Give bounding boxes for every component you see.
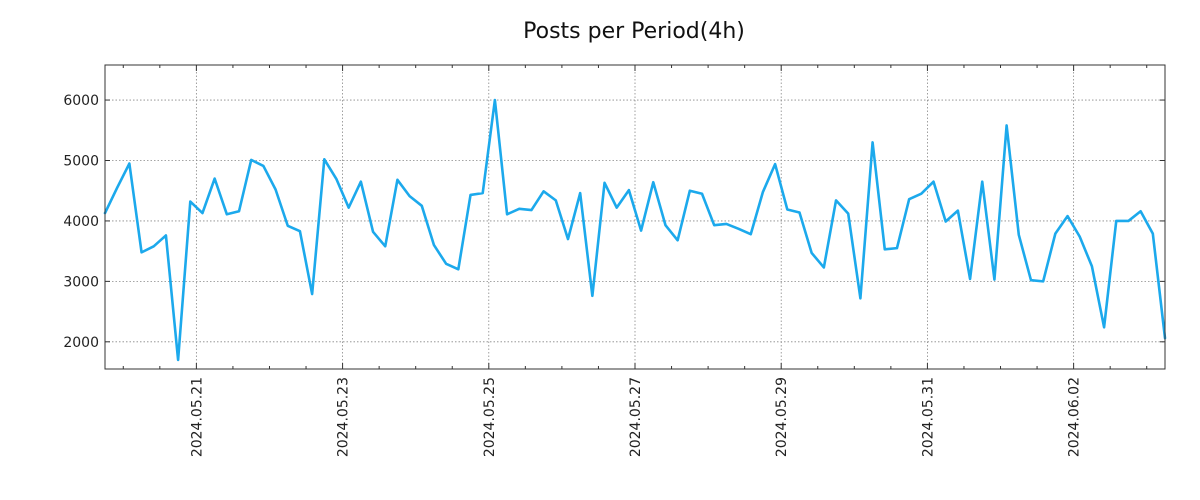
- x-tick-label: 2024.05.23: [336, 377, 352, 457]
- series: [103, 98, 1167, 362]
- x-tick-label: 2024.05.25: [482, 377, 498, 457]
- x-tick-label: 2024.05.31: [920, 377, 936, 457]
- grid: [105, 65, 1165, 369]
- x-tick-label: 2024.05.27: [628, 377, 644, 457]
- y-tick-label: 6000: [63, 93, 99, 109]
- chart-title: Posts per Period(4h): [523, 19, 745, 44]
- x-tick-label: 2024.05.29: [774, 377, 790, 457]
- x-tick-label: 2024.05.21: [189, 377, 205, 457]
- tick-labels: 2000 3000 4000 5000 6000 2024.05.21 2024.05.23…: [63, 93, 1082, 457]
- plot-frame: [104, 64, 1166, 370]
- x-tick-label: 2024.06.02: [1067, 377, 1083, 457]
- y-tick-label: 2000: [63, 335, 99, 351]
- y-tick-label: 4000: [63, 214, 99, 230]
- y-tick-label: 3000: [63, 274, 99, 290]
- series-line-posts: [103, 98, 1167, 362]
- y-tick-label: 5000: [63, 153, 99, 169]
